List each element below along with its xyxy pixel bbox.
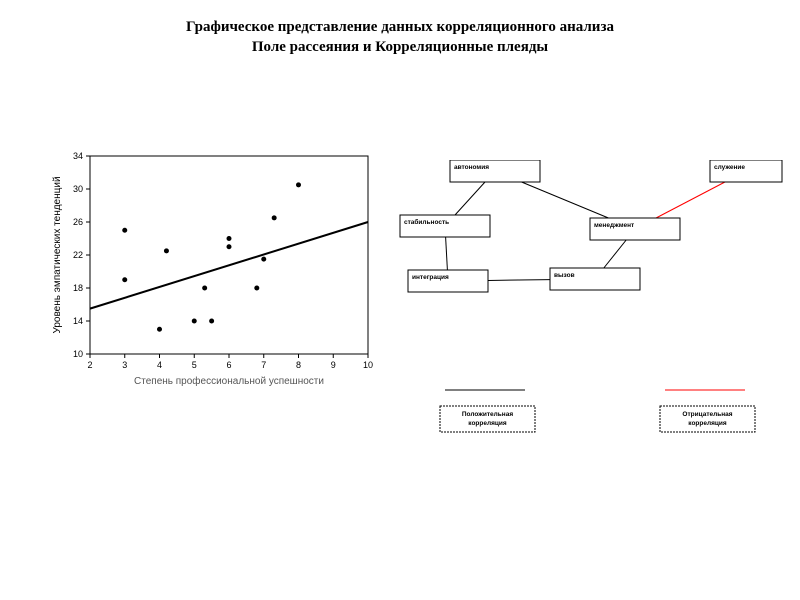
svg-text:Уровень эмпатических тенденций: Уровень эмпатических тенденций	[52, 176, 63, 333]
svg-text:22: 22	[73, 250, 83, 260]
svg-text:6: 6	[226, 360, 231, 370]
legend: Положительная корреляция Отрицательная корр…	[390, 380, 790, 450]
svg-text:26: 26	[73, 217, 83, 227]
svg-text:Отрицательная: Отрицательная	[682, 411, 732, 418]
svg-text:интеграция: интеграция	[412, 274, 449, 281]
svg-text:5: 5	[192, 360, 197, 370]
svg-text:вызов: вызов	[554, 272, 575, 279]
svg-text:4: 4	[157, 360, 162, 370]
svg-text:Степень профессиональной успеш: Степень профессиональной успешности	[134, 375, 324, 387]
svg-text:10: 10	[73, 349, 83, 359]
svg-text:10: 10	[363, 360, 373, 370]
svg-text:служение: служение	[714, 164, 745, 171]
svg-text:стабильность: стабильность	[404, 218, 449, 226]
svg-text:Положительная: Положительная	[462, 411, 513, 418]
svg-text:корреляция: корреляция	[688, 420, 727, 427]
svg-text:34: 34	[73, 151, 83, 161]
title-line-1: Графическое представление данных корреля…	[186, 19, 614, 35]
svg-text:18: 18	[73, 283, 83, 293]
svg-text:2: 2	[87, 360, 92, 370]
correlation-network: автономия служение стабильность менеджмент и…	[390, 160, 790, 390]
svg-text:8: 8	[296, 360, 301, 370]
title-line-2: Поле рассеяния и Корреляционные плеяды	[252, 39, 548, 55]
svg-text:менеджмент: менеджмент	[594, 222, 634, 229]
svg-text:30: 30	[73, 184, 83, 194]
svg-text:9: 9	[331, 360, 336, 370]
svg-text:корреляция: корреляция	[468, 420, 507, 427]
page-title: Графическое представление данных корреля…	[0, 18, 800, 57]
scatter-plot: 234567891010141822263034Степень професси…	[48, 148, 378, 388]
svg-text:7: 7	[261, 360, 266, 370]
svg-text:автономия: автономия	[454, 164, 489, 171]
svg-text:14: 14	[73, 316, 83, 326]
svg-text:3: 3	[122, 360, 127, 370]
